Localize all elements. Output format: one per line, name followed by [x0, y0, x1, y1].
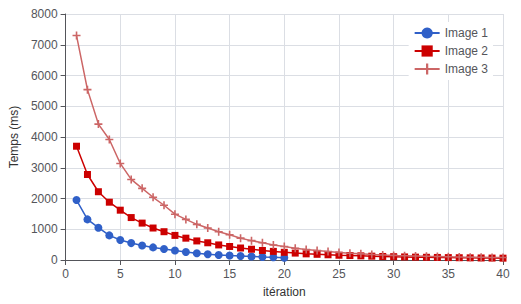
svg-text:6000: 6000 [31, 69, 58, 83]
svg-text:20: 20 [278, 267, 292, 281]
svg-text:Image 3: Image 3 [445, 62, 489, 76]
svg-text:Image 2: Image 2 [445, 44, 489, 58]
svg-text:0: 0 [51, 253, 58, 267]
svg-text:15: 15 [223, 267, 237, 281]
svg-text:40: 40 [496, 267, 510, 281]
svg-text:4000: 4000 [31, 130, 58, 144]
svg-text:1000: 1000 [31, 222, 58, 236]
svg-text:5: 5 [117, 267, 124, 281]
svg-text:Image 1: Image 1 [445, 26, 489, 40]
svg-text:8000: 8000 [31, 7, 58, 21]
svg-text:5000: 5000 [31, 99, 58, 113]
svg-text:itération: itération [263, 285, 306, 299]
svg-text:10: 10 [168, 267, 182, 281]
svg-text:30: 30 [387, 267, 401, 281]
svg-text:25: 25 [332, 267, 346, 281]
svg-text:0: 0 [62, 267, 69, 281]
svg-text:Temps (ms): Temps (ms) [7, 106, 21, 169]
svg-text:2000: 2000 [31, 192, 58, 206]
svg-text:3000: 3000 [31, 161, 58, 175]
svg-text:35: 35 [442, 267, 456, 281]
svg-text:7000: 7000 [31, 38, 58, 52]
